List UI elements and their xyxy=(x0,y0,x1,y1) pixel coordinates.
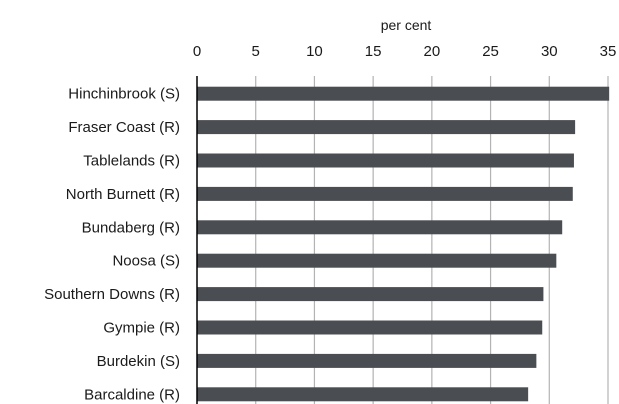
x-tick-labels: 0 5 10 15 20 25 30 35 xyxy=(193,43,617,60)
bar xyxy=(197,387,529,402)
bars xyxy=(197,86,610,402)
category-label: Noosa (S) xyxy=(112,253,180,270)
x-tick-label: 20 xyxy=(424,43,441,60)
bar xyxy=(197,220,563,235)
bar xyxy=(197,353,537,368)
category-label: Southern Downs (R) xyxy=(44,286,180,303)
bar xyxy=(197,253,557,268)
bar xyxy=(197,320,543,335)
category-label: Bundaberg (R) xyxy=(82,219,180,236)
category-label: Barcaldine (R) xyxy=(84,386,180,403)
x-tick-label: 30 xyxy=(541,43,558,60)
category-label: Tablelands (R) xyxy=(83,153,180,170)
bar xyxy=(197,86,610,101)
x-tick-label: 15 xyxy=(365,43,382,60)
x-tick-label: 5 xyxy=(252,43,260,60)
bar xyxy=(197,287,544,302)
x-axis-title: per cent xyxy=(381,17,432,33)
category-label: Fraser Coast (R) xyxy=(68,119,180,136)
category-label: Gympie (R) xyxy=(103,320,180,337)
bar xyxy=(197,120,576,135)
category-labels: Hinchinbrook (S) Fraser Coast (R) Tablelan… xyxy=(44,86,180,404)
category-label: Hinchinbrook (S) xyxy=(68,86,180,103)
x-tick-label: 25 xyxy=(482,43,499,60)
x-tick-label: 0 xyxy=(193,43,201,60)
bar xyxy=(197,186,573,201)
category-label: Burdekin (S) xyxy=(97,353,180,370)
category-label: North Burnett (R) xyxy=(66,186,180,203)
bar xyxy=(197,153,574,168)
x-tick-label: 10 xyxy=(306,43,323,60)
x-tick-label: 35 xyxy=(600,43,617,60)
